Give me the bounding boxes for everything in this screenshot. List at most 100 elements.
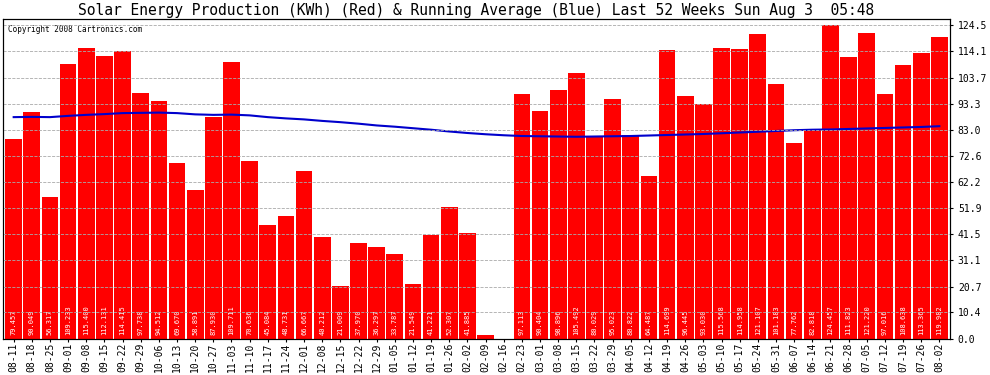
Bar [242,161,258,339]
Bar [405,284,422,339]
Bar [78,48,95,339]
Text: 21.549: 21.549 [410,309,416,335]
Bar [314,237,331,339]
Text: 56.317: 56.317 [47,309,53,335]
Bar [931,37,947,339]
Bar [133,93,149,339]
Bar [5,139,22,339]
Text: 41.221: 41.221 [428,309,435,335]
Text: 115.568: 115.568 [719,305,725,335]
Bar [205,117,222,339]
Text: 97.738: 97.738 [138,309,144,335]
Bar [876,94,893,339]
Text: 96.445: 96.445 [682,309,688,335]
Bar [804,130,821,339]
Bar [822,26,839,339]
Text: 108.638: 108.638 [900,305,906,335]
Bar [841,57,857,339]
Text: 45.084: 45.084 [264,309,271,335]
Text: 95.023: 95.023 [610,309,616,335]
Text: 101.183: 101.183 [773,305,779,335]
Text: 66.667: 66.667 [301,309,307,335]
Bar [895,65,912,339]
Text: 114.958: 114.958 [737,305,742,335]
Text: 94.512: 94.512 [155,309,162,335]
Bar [695,105,712,339]
Bar [532,111,548,339]
Bar [386,254,403,339]
Bar [296,171,313,339]
Bar [713,48,730,339]
Bar [332,286,348,339]
Bar [459,233,476,339]
Bar [477,335,494,339]
Bar [749,34,766,339]
Bar [368,247,385,339]
Text: 121.107: 121.107 [754,305,761,335]
Text: 109.233: 109.233 [65,305,71,335]
Bar [223,63,240,339]
Bar [114,51,131,339]
Text: 82.818: 82.818 [809,309,816,335]
Bar [59,64,76,339]
Bar [150,101,167,339]
Text: 90.404: 90.404 [537,309,544,335]
Bar [658,50,675,339]
Text: 124.457: 124.457 [828,305,834,335]
Text: 80.822: 80.822 [628,309,634,335]
Bar [514,94,531,339]
Bar [24,112,41,339]
Text: Copyright 2008 Cartronics.com: Copyright 2008 Cartronics.com [8,26,142,34]
Bar [641,176,657,339]
Text: 105.492: 105.492 [573,305,579,335]
Bar [96,56,113,339]
Bar [586,137,603,339]
Bar [568,73,585,339]
Bar [604,99,621,339]
Text: 36.297: 36.297 [373,309,380,335]
Bar [913,53,930,339]
Text: 21.009: 21.009 [338,309,344,335]
Text: 40.212: 40.212 [319,309,326,335]
Bar [259,225,276,339]
Text: 97.113: 97.113 [519,309,525,335]
Text: 119.982: 119.982 [937,305,942,335]
Text: 112.131: 112.131 [101,305,108,335]
Text: 90.049: 90.049 [29,309,35,335]
Title: Solar Energy Production (KWh) (Red) & Running Average (Blue) Last 52 Weeks Sun A: Solar Energy Production (KWh) (Red) & Ru… [78,3,874,18]
Bar [350,243,367,339]
Bar [441,207,457,339]
Text: 64.487: 64.487 [645,309,652,335]
Text: 52.307: 52.307 [446,309,452,335]
Text: 41.885: 41.885 [464,309,470,335]
Bar [858,33,875,339]
Text: 80.029: 80.029 [591,309,598,335]
Text: 79.457: 79.457 [11,309,17,335]
Bar [423,235,440,339]
Bar [786,143,803,339]
Text: 48.731: 48.731 [283,309,289,335]
Text: 111.823: 111.823 [845,305,851,335]
Bar [42,197,58,339]
Text: 87.930: 87.930 [210,309,217,335]
Bar [767,84,784,339]
Text: 121.220: 121.220 [863,305,870,335]
Text: 114.699: 114.699 [664,305,670,335]
Text: 37.970: 37.970 [355,309,361,335]
Text: 33.787: 33.787 [392,309,398,335]
Text: 93.030: 93.030 [700,309,707,335]
Bar [549,90,566,339]
Text: 58.891: 58.891 [192,309,198,335]
Text: 69.670: 69.670 [174,309,180,335]
Text: 109.711: 109.711 [229,305,235,335]
Text: 98.896: 98.896 [555,309,561,335]
Text: 97.016: 97.016 [882,309,888,335]
Bar [732,49,748,339]
Text: 113.365: 113.365 [918,305,925,335]
Bar [187,190,204,339]
Bar [277,216,294,339]
Text: 114.415: 114.415 [120,305,126,335]
Bar [623,135,640,339]
Text: 70.636: 70.636 [247,309,252,335]
Bar [677,96,694,339]
